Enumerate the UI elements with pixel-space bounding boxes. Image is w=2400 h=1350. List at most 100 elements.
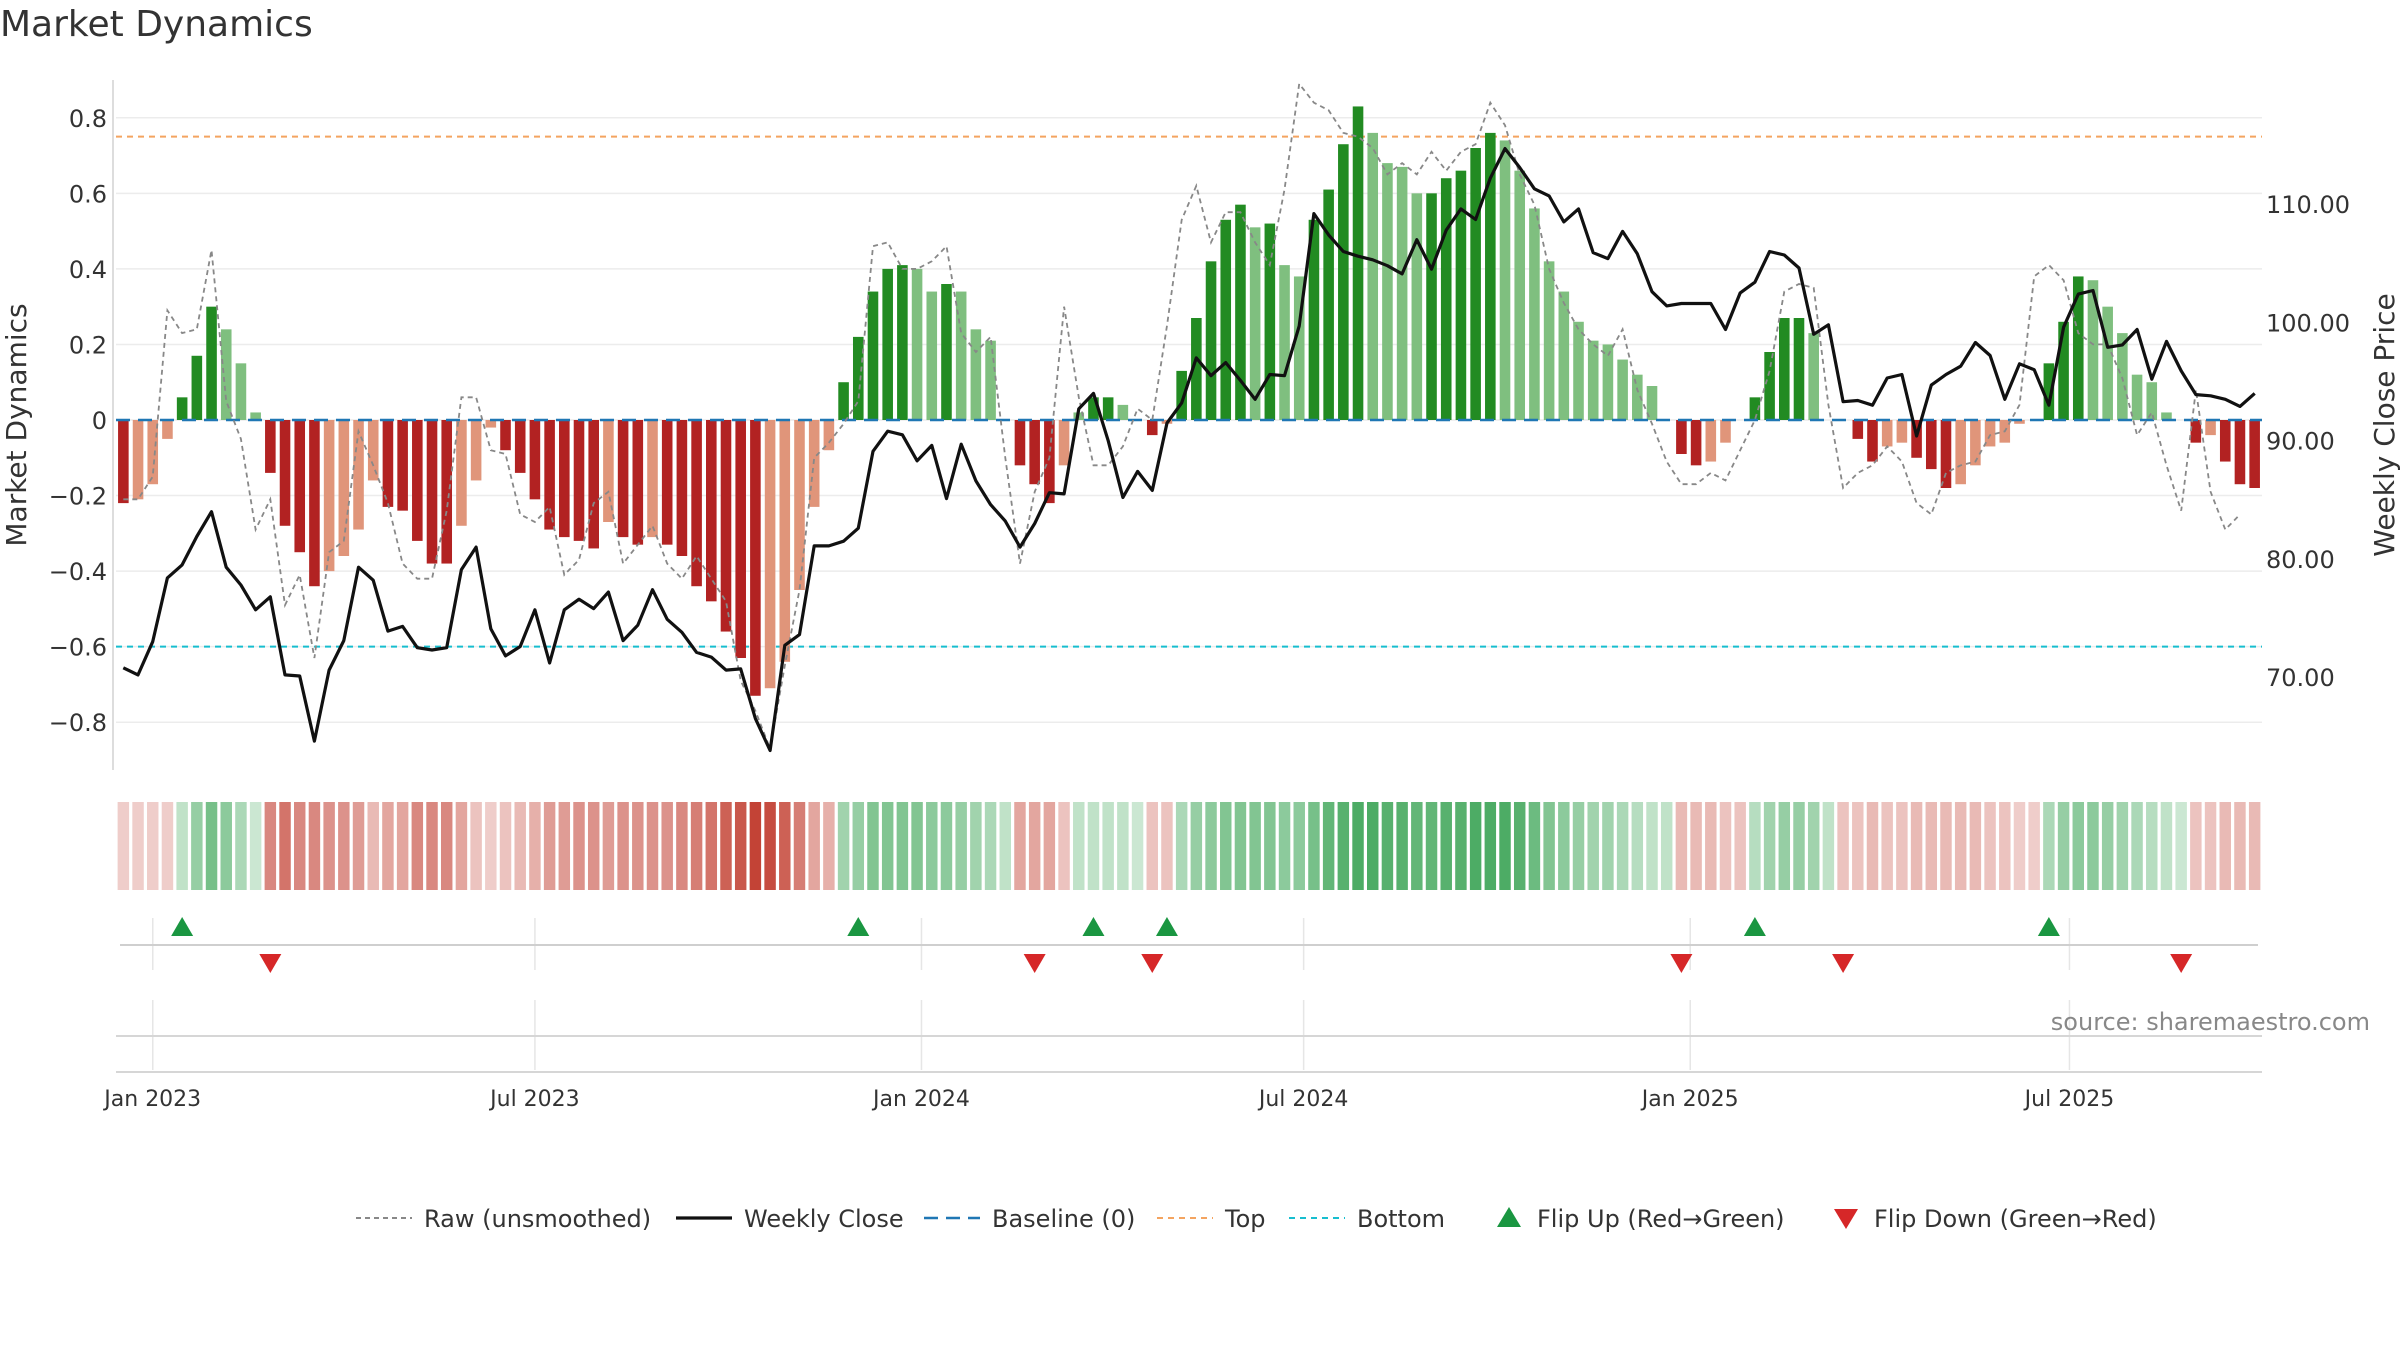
regime-strip-cell: [970, 802, 982, 890]
flip-up-marker: [847, 917, 870, 936]
dynamics-bar: [1676, 420, 1687, 454]
regime-strip-cell: [1131, 802, 1144, 890]
regime-strip-cell: [1499, 802, 1511, 890]
regime-strip-cell: [2116, 802, 2129, 890]
regime-strip-cell: [485, 802, 497, 890]
dynamics-bar: [1646, 386, 1658, 420]
regime-strip-cell: [279, 802, 291, 890]
left-tick-label: 0.2: [69, 331, 107, 359]
regime-strip-cell: [1278, 802, 1291, 890]
regime-strip-cell: [1660, 802, 1673, 890]
flip-down-marker: [1023, 954, 1046, 973]
dynamics-bar: [1529, 208, 1540, 420]
dynamics-bar: [1793, 318, 1805, 420]
regime-strip-cell: [543, 802, 556, 890]
regime-strip-cell: [2175, 802, 2187, 890]
regime-strip-cell: [294, 802, 306, 890]
dynamics-bar: [676, 420, 688, 556]
regime-strip-cell: [1852, 802, 1864, 890]
dynamics-bar: [529, 420, 541, 500]
dynamics-bar: [397, 420, 408, 511]
dynamics-bar: [647, 420, 658, 538]
regime-strip-cell: [1690, 802, 1702, 890]
dynamics-bar: [176, 397, 188, 420]
flip-up-marker: [171, 917, 194, 936]
regime-strip-cell: [1411, 802, 1423, 890]
regime-strip-cell: [1014, 802, 1026, 890]
regime-strip-cell: [573, 802, 585, 890]
regime-strip-cell: [2219, 802, 2231, 890]
dynamics-bar: [1940, 420, 1952, 488]
dynamics-bar: [911, 268, 923, 420]
dynamics-bar: [1146, 420, 1158, 436]
regime-strip-cell: [308, 802, 321, 890]
regime-strip-cell: [1425, 802, 1438, 890]
regime-strip-cell: [470, 802, 482, 890]
legend-label-top: Top: [1224, 1205, 1266, 1233]
left-tick-label: −0.8: [49, 709, 107, 737]
dynamics-bar: [441, 420, 453, 564]
dynamics-bar: [1470, 148, 1481, 420]
regime-strip-cell: [2146, 802, 2158, 890]
regime-strip-cell: [852, 802, 865, 890]
dynamics-bar: [1558, 291, 1570, 420]
regime-strip-cell: [646, 802, 659, 890]
dynamics-bar: [852, 336, 864, 420]
regime-strip-cell: [455, 802, 468, 890]
regime-strip-cell: [161, 802, 174, 890]
dynamics-bar: [1058, 420, 1070, 466]
dynamics-bar: [632, 420, 644, 545]
dynamics-bar: [764, 420, 776, 689]
regime-strip-cell: [705, 802, 718, 890]
dynamics-bar: [2072, 276, 2084, 420]
dynamics-bar: [926, 291, 938, 420]
dynamics-bar: [2219, 420, 2231, 462]
regime-strip-cell: [1807, 802, 1820, 890]
legend-flip-up-swatch: [1497, 1207, 1521, 1227]
dynamics-bar: [426, 420, 438, 564]
dynamics-bar: [1323, 189, 1334, 420]
regime-strip-cell: [690, 802, 703, 890]
regime-strip-cell: [661, 802, 673, 890]
x-tick-label: Jul 2023: [488, 1087, 580, 1112]
dynamics-bar: [1338, 144, 1349, 420]
dynamics-bar: [1543, 261, 1555, 420]
regime-strip-cell: [837, 802, 850, 890]
regime-strip-cell: [1822, 802, 1835, 890]
regime-strip-cell: [1646, 802, 1658, 890]
regime-strip-cell: [396, 802, 409, 890]
regime-strip-cell: [367, 802, 379, 890]
dynamics-bar: [2234, 420, 2246, 485]
regime-strip-cell: [896, 802, 909, 890]
regime-strip-cell: [779, 802, 791, 890]
regime-strip-cell: [984, 802, 997, 890]
dynamics-bar: [1896, 420, 1908, 443]
dynamics-bar: [867, 291, 879, 420]
dynamics-bar: [514, 420, 526, 473]
dynamics-bar: [147, 420, 159, 485]
dynamics-bar: [779, 420, 791, 662]
dynamics-bar: [2190, 420, 2202, 443]
dynamics-bar: [1720, 420, 1731, 443]
regime-strip-cell: [1220, 802, 1232, 890]
regime-strip-cell: [1058, 802, 1070, 890]
dynamics-bar: [1440, 178, 1452, 420]
regime-strip-cell: [1558, 802, 1570, 890]
dynamics-bar: [1587, 340, 1599, 420]
regime-strip-cell: [676, 802, 688, 890]
regime-strip-cell: [1969, 802, 1982, 890]
dynamics-bar: [1205, 261, 1217, 420]
dynamics-bar: [706, 420, 717, 602]
dynamics-bar: [941, 284, 952, 420]
dynamics-bar: [1499, 140, 1511, 420]
dynamics-bar: [1455, 170, 1467, 420]
dynamics-bar: [1852, 420, 1864, 439]
left-tick-label: −0.2: [49, 483, 107, 511]
regime-strip-cell: [602, 802, 615, 890]
x-tick-label: Jan 2023: [102, 1087, 201, 1112]
regime-strip-cell: [1719, 802, 1732, 890]
dynamics-bar: [2146, 382, 2158, 420]
flip-down-marker: [2170, 954, 2193, 973]
left-tick-label: 0.6: [69, 180, 107, 208]
dynamics-bar: [735, 420, 746, 658]
